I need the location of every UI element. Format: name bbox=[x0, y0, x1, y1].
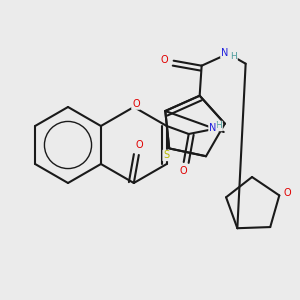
Text: O: O bbox=[135, 140, 142, 150]
Text: N: N bbox=[209, 123, 216, 133]
Text: O: O bbox=[180, 166, 188, 176]
Text: O: O bbox=[284, 188, 291, 198]
Text: O: O bbox=[161, 55, 169, 65]
Text: O: O bbox=[132, 99, 140, 109]
Text: H: H bbox=[215, 122, 222, 130]
Text: N: N bbox=[221, 48, 228, 58]
Text: H: H bbox=[230, 52, 237, 61]
Text: S: S bbox=[163, 150, 169, 161]
